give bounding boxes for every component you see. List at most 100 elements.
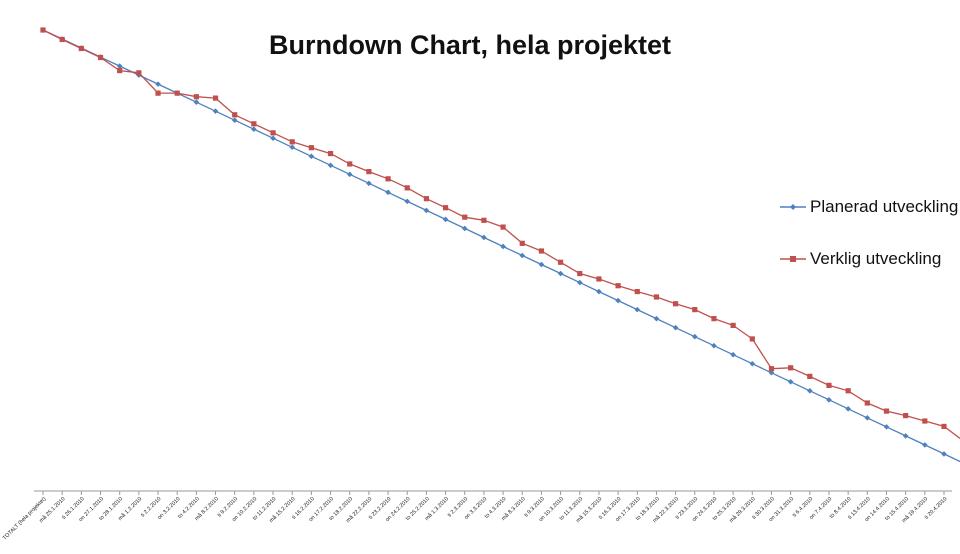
- data-point-planned: [289, 144, 296, 151]
- data-point-actual: [941, 423, 947, 430]
- data-point-actual: [481, 217, 487, 223]
- data-point-planned: [116, 63, 123, 69]
- series-planned: [40, 27, 960, 463]
- legend-label-planned: Planerad utveckling: [810, 197, 959, 216]
- legend-item-planned: Planerad utveckling: [780, 195, 958, 219]
- data-point-actual: [864, 400, 870, 406]
- data-point-planned: [557, 270, 564, 277]
- data-point-planned: [883, 424, 890, 430]
- data-point-actual: [270, 130, 276, 136]
- data-point-planned: [902, 433, 909, 439]
- data-point-actual: [826, 382, 832, 388]
- data-point-actual: [232, 112, 238, 118]
- data-point-planned: [346, 171, 353, 178]
- data-point-planned: [634, 306, 641, 313]
- data-point-planned: [826, 397, 832, 403]
- data-point-planned: [251, 126, 257, 133]
- data-point-planned: [615, 297, 621, 304]
- data-point-actual: [155, 90, 161, 96]
- data-point-actual: [174, 90, 180, 96]
- data-point-planned: [212, 108, 219, 114]
- data-point-planned: [385, 189, 391, 196]
- data-point-planned: [366, 180, 372, 187]
- data-point-planned: [500, 243, 506, 250]
- data-point-planned: [461, 225, 468, 232]
- data-point-actual: [404, 185, 410, 191]
- data-point-actual: [251, 121, 257, 127]
- data-point-planned: [922, 442, 928, 448]
- legend-item-actual: Verklig utveckling: [780, 247, 958, 271]
- data-point-actual: [78, 45, 84, 52]
- data-point-planned: [404, 198, 411, 205]
- data-point-planned: [423, 207, 430, 214]
- data-point-planned: [653, 315, 660, 322]
- data-point-planned: [519, 252, 526, 259]
- data-point-actual: [749, 336, 755, 342]
- data-point-actual: [347, 161, 353, 167]
- data-point-actual: [519, 240, 525, 246]
- series-actual: [40, 27, 960, 440]
- data-point-planned: [596, 288, 602, 295]
- data-point-actual: [768, 366, 775, 372]
- data-point-planned: [231, 117, 238, 123]
- data-point-actual: [40, 27, 46, 33]
- data-point-planned: [941, 451, 947, 457]
- data-point-actual: [327, 150, 334, 157]
- data-point-actual: [308, 145, 314, 151]
- data-point-actual: [557, 259, 564, 265]
- legend: Planerad utveckling Verklig utveckling: [780, 195, 958, 299]
- data-point-actual: [136, 70, 142, 76]
- data-point-actual: [577, 270, 583, 277]
- data-point-planned: [864, 415, 871, 421]
- data-point-planned: [270, 135, 276, 142]
- data-point-actual: [807, 373, 813, 379]
- data-point-actual: [730, 322, 736, 329]
- data-point-actual: [289, 139, 295, 145]
- data-point-planned: [787, 378, 794, 385]
- data-point-actual: [462, 214, 468, 220]
- data-point-actual: [596, 276, 602, 282]
- data-point-actual: [692, 307, 698, 313]
- chart-title: Burndown Chart, hela projektet: [268, 30, 672, 60]
- data-point-actual: [193, 94, 199, 100]
- data-point-actual: [59, 36, 65, 43]
- data-point-planned: [730, 351, 736, 358]
- data-point-actual: [423, 196, 430, 202]
- data-point-actual: [653, 294, 660, 300]
- legend-marker-actual: [780, 256, 806, 262]
- data-point-actual: [212, 95, 219, 101]
- data-point-actual: [883, 408, 890, 414]
- data-point-actual: [845, 388, 851, 394]
- data-point-planned: [807, 388, 813, 394]
- legend-marker-planned: [780, 204, 806, 210]
- data-point-actual: [711, 316, 717, 322]
- data-point-actual: [500, 224, 506, 230]
- legend-label-actual: Verklig utveckling: [810, 249, 942, 268]
- data-point-actual: [97, 54, 104, 61]
- series-layer: [40, 27, 960, 463]
- data-point-actual: [538, 248, 545, 254]
- data-point-planned: [672, 324, 679, 331]
- data-point-planned: [308, 153, 315, 160]
- data-point-actual: [117, 67, 123, 74]
- data-point-planned: [576, 279, 583, 286]
- data-point-planned: [193, 99, 200, 105]
- data-point-planned: [538, 261, 545, 268]
- data-point-actual: [442, 205, 449, 211]
- data-point-planned: [711, 342, 717, 349]
- data-point-actual: [385, 176, 391, 182]
- data-point-actual: [366, 169, 372, 175]
- data-point-planned: [768, 369, 775, 376]
- data-point-actual: [788, 365, 794, 371]
- data-point-planned: [845, 406, 851, 412]
- data-point-actual: [922, 418, 928, 424]
- data-point-planned: [155, 81, 161, 87]
- data-point-actual: [903, 413, 909, 419]
- data-point-actual: [615, 283, 621, 289]
- data-point-planned: [749, 360, 756, 367]
- data-point-planned: [327, 162, 334, 169]
- data-point-actual: [634, 288, 640, 295]
- x-axis: [34, 490, 952, 495]
